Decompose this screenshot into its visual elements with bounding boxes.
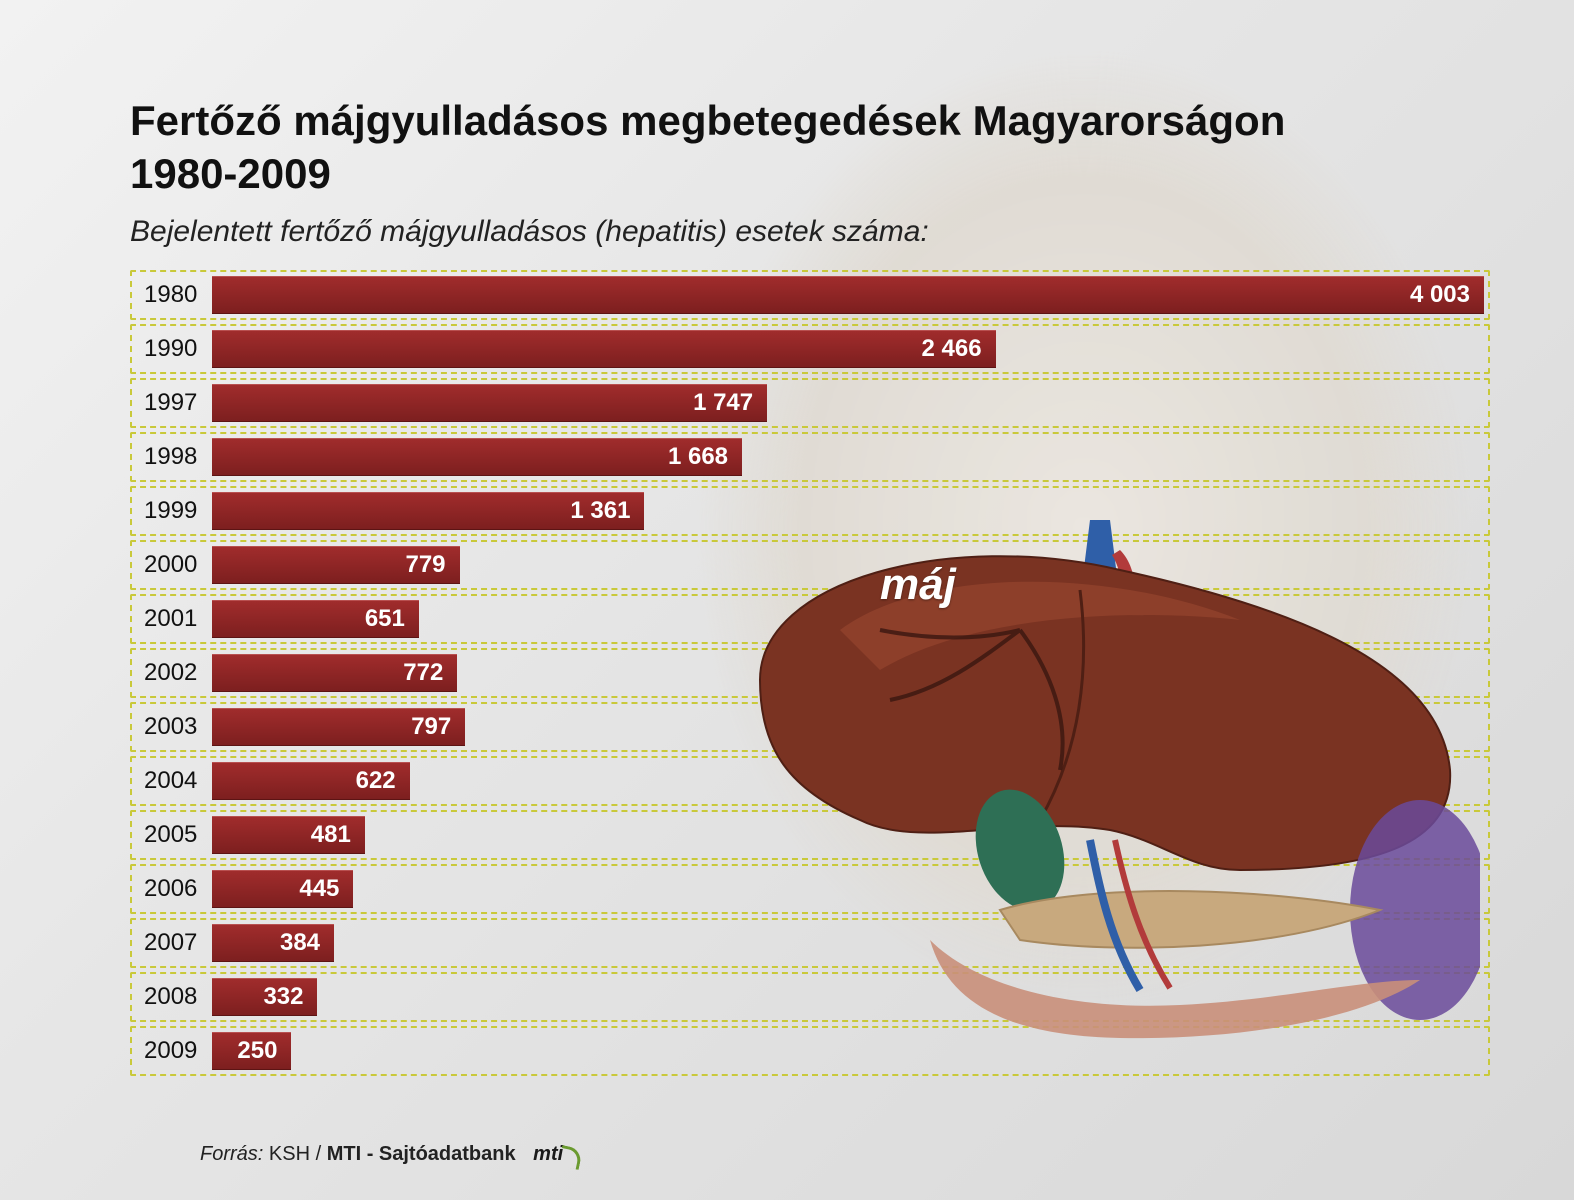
chart-row: 2000 779 <box>130 540 1490 590</box>
bar-value-label: 622 <box>356 767 396 795</box>
bar-track: 445 <box>212 866 1488 912</box>
category-label: 2004 <box>132 767 212 795</box>
bar: 445 <box>212 870 353 908</box>
bar-value-label: 481 <box>311 821 351 849</box>
bar-track: 332 <box>212 974 1488 1020</box>
category-label: 1997 <box>132 389 212 417</box>
bar-track: 4 003 <box>212 272 1488 318</box>
chart-subtitle: Bejelentett fertőző májgyulladásos (hepa… <box>130 215 929 249</box>
bar-track: 1 361 <box>212 488 1488 534</box>
chart-row: 2003 797 <box>130 702 1490 752</box>
bar-value-label: 1 361 <box>570 497 630 525</box>
title-line-1: Fertőző májgyulladásos megbetegedések Ma… <box>130 97 1285 144</box>
category-label: 1980 <box>132 281 212 309</box>
bar-track: 779 <box>212 542 1488 588</box>
bar: 2 466 <box>212 330 996 368</box>
category-label: 2008 <box>132 983 212 1011</box>
title-line-2: 1980-2009 <box>130 150 331 197</box>
source-plain: KSH / <box>269 1143 327 1165</box>
chart-row: 1999 1 361 <box>130 486 1490 536</box>
bar: 1 668 <box>212 438 742 476</box>
category-label: 2001 <box>132 605 212 633</box>
bar-track: 481 <box>212 812 1488 858</box>
bar: 4 003 <box>212 276 1484 314</box>
chart-row: 2005 481 <box>130 810 1490 860</box>
category-label: 1998 <box>132 443 212 471</box>
chart-row: 2008 332 <box>130 972 1490 1022</box>
bar-value-label: 2 466 <box>922 335 982 363</box>
bar-track: 384 <box>212 920 1488 966</box>
bar-track: 2 466 <box>212 326 1488 372</box>
chart-row: 2001 651 <box>130 594 1490 644</box>
bar-track: 1 747 <box>212 380 1488 426</box>
infographic-canvas: Fertőző májgyulladásos megbetegedések Ma… <box>0 0 1574 1200</box>
bar-chart: 1980 4 003 1990 2 466 1997 1 747 1998 1 668 1999… <box>130 270 1490 1080</box>
bar-track: 1 668 <box>212 434 1488 480</box>
bar: 651 <box>212 600 419 638</box>
bar: 1 361 <box>212 492 644 530</box>
bar: 384 <box>212 924 334 962</box>
bar: 481 <box>212 816 365 854</box>
category-label: 2003 <box>132 713 212 741</box>
bar-value-label: 250 <box>237 1037 277 1065</box>
bar-track: 250 <box>212 1028 1488 1074</box>
bar-value-label: 772 <box>403 659 443 687</box>
bar: 779 <box>212 546 460 584</box>
bar-value-label: 779 <box>405 551 445 579</box>
category-label: 2006 <box>132 875 212 903</box>
category-label: 2005 <box>132 821 212 849</box>
source-bold: MTI - Sajtóadatbank <box>327 1143 516 1165</box>
bar: 250 <box>212 1032 291 1070</box>
chart-row: 2002 772 <box>130 648 1490 698</box>
source-prefix: Forrás: <box>200 1143 269 1165</box>
bar-track: 651 <box>212 596 1488 642</box>
bar-value-label: 1 668 <box>668 443 728 471</box>
bar: 622 <box>212 762 410 800</box>
chart-row: 2007 384 <box>130 918 1490 968</box>
category-label: 2009 <box>132 1037 212 1065</box>
bar: 772 <box>212 654 457 692</box>
bar-track: 622 <box>212 758 1488 804</box>
bar-value-label: 797 <box>411 713 451 741</box>
source-footer: Forrás: KSH / MTI - Sajtóadatbank mti <box>200 1143 577 1166</box>
category-label: 2000 <box>132 551 212 579</box>
mti-logo: mti <box>533 1143 577 1166</box>
category-label: 1999 <box>132 497 212 525</box>
category-label: 1990 <box>132 335 212 363</box>
chart-row: 1990 2 466 <box>130 324 1490 374</box>
bar-track: 797 <box>212 704 1488 750</box>
liver-label: máj <box>880 560 956 610</box>
bar-track: 772 <box>212 650 1488 696</box>
bar-value-label: 445 <box>299 875 339 903</box>
bar: 797 <box>212 708 465 746</box>
bar: 332 <box>212 978 317 1016</box>
chart-row: 1997 1 747 <box>130 378 1490 428</box>
bar-value-label: 4 003 <box>1410 281 1470 309</box>
chart-row: 2009 250 <box>130 1026 1490 1076</box>
chart-row: 1998 1 668 <box>130 432 1490 482</box>
bar-value-label: 651 <box>365 605 405 633</box>
bar-value-label: 1 747 <box>693 389 753 417</box>
chart-title: Fertőző májgyulladásos megbetegedések Ma… <box>130 95 1285 200</box>
chart-row: 1980 4 003 <box>130 270 1490 320</box>
bar-value-label: 332 <box>263 983 303 1011</box>
category-label: 2007 <box>132 929 212 957</box>
bar-value-label: 384 <box>280 929 320 957</box>
chart-row: 2004 622 <box>130 756 1490 806</box>
chart-row: 2006 445 <box>130 864 1490 914</box>
category-label: 2002 <box>132 659 212 687</box>
bar: 1 747 <box>212 384 767 422</box>
